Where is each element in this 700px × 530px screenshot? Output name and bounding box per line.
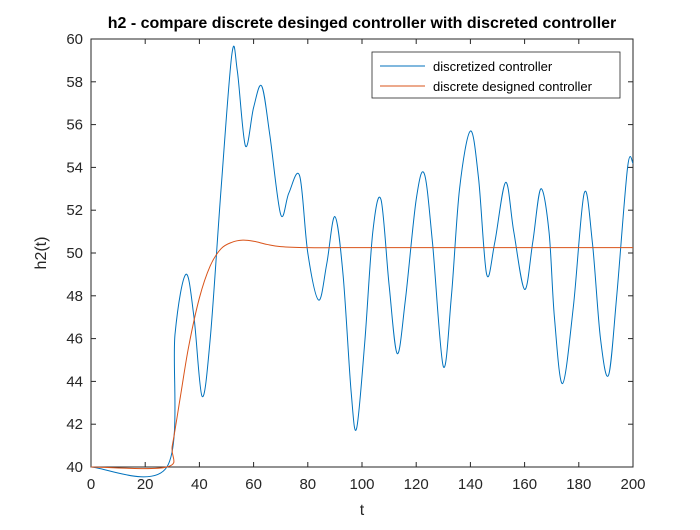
legend-label-discrete-designed-controller: discrete designed controller <box>433 79 593 94</box>
legend-box <box>371 51 621 99</box>
y-tick-label: 60 <box>66 31 83 48</box>
x-tick-label: 120 <box>404 476 429 493</box>
legend: discretized controller discrete designed… <box>371 51 621 99</box>
legend-label-discretized-controller: discretized controller <box>433 59 553 74</box>
y-tick-label: 48 <box>66 288 83 305</box>
y-tick-label: 40 <box>66 459 83 476</box>
x-tick-label: 100 <box>349 476 374 493</box>
x-tick-label: 20 <box>137 476 154 493</box>
y-tick-label: 56 <box>66 117 83 134</box>
y-tick-label: 54 <box>66 159 83 176</box>
x-tick-label: 40 <box>191 476 208 493</box>
chart-title: h2 - compare discrete desinged controlle… <box>108 15 617 32</box>
y-tick-label: 44 <box>66 373 83 390</box>
y-tick-label: 52 <box>66 202 83 219</box>
x-tick-label: 80 <box>299 476 316 493</box>
plot-area <box>90 38 634 468</box>
series-lines <box>90 45 634 478</box>
y-tick-label: 42 <box>66 416 83 433</box>
series-line-discretized-controller <box>90 45 634 478</box>
series-line-discrete-designed-controller <box>90 239 633 470</box>
x-tick-label: 160 <box>512 476 537 493</box>
axis-ticks: 0 20 40 60 80 100 120 140 160 180 200 40 42 44 46 48 50 5… <box>66 31 645 493</box>
x-tick-label: 180 <box>566 476 591 493</box>
x-tick-label: 0 <box>87 476 95 493</box>
y-axis-label: h2(t) <box>33 237 50 270</box>
y-tick-label: 46 <box>66 331 83 348</box>
x-axis-label: t <box>360 502 365 519</box>
y-tick-label: 50 <box>66 245 83 262</box>
x-tick-label: 140 <box>458 476 483 493</box>
y-tick-label: 58 <box>66 74 83 91</box>
x-tick-label: 60 <box>245 476 262 493</box>
x-tick-label: 200 <box>620 476 645 493</box>
